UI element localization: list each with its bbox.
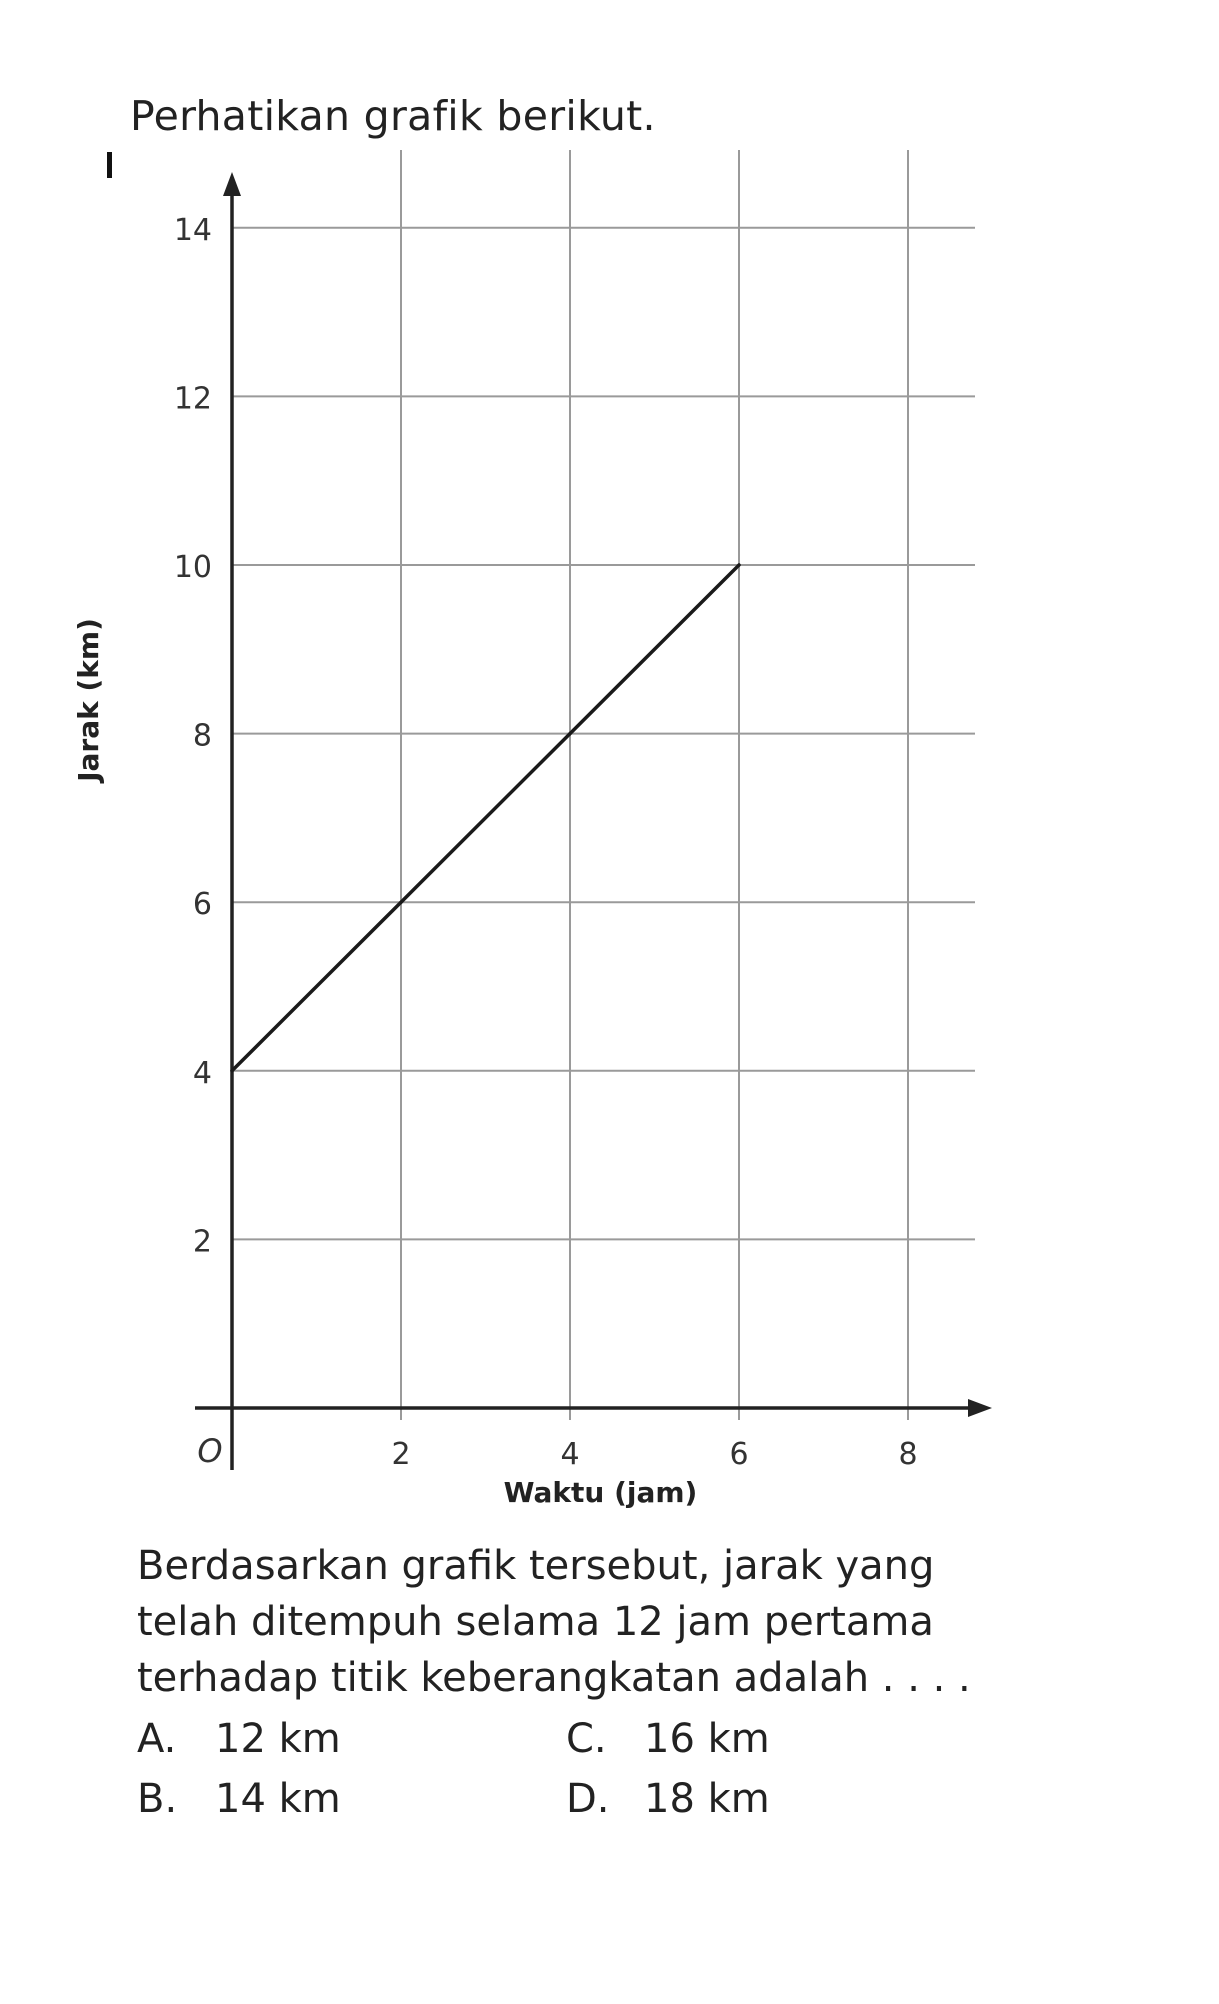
x-tick-label: 4 [560,1437,579,1472]
option-c[interactable]: C. 16 km [566,1716,770,1762]
x-tick-label: 8 [898,1437,917,1472]
option-d[interactable]: D. 18 km [566,1776,770,1822]
y-tick-label: 6 [193,887,212,922]
y-axis-label-wrap: Jarak (km) [72,610,112,790]
option-letter: A. [137,1716,177,1762]
option-letter: B. [137,1776,178,1822]
option-a[interactable]: A. 12 km [137,1716,341,1762]
x-axis-label: Waktu (jam) [503,1476,698,1509]
option-b[interactable]: B. 14 km [137,1776,341,1822]
y-tick-label: 4 [193,1056,212,1091]
y-tick-label: 2 [193,1224,212,1259]
x-axis-label-wrap: Waktu (jam) [0,1476,1219,1509]
y-tick-label: 10 [174,550,212,585]
option-text: 18 km [644,1776,770,1822]
question-line: terhadap titik keberangkatan adalah . . … [137,1655,971,1701]
x-tick-label: 6 [729,1437,748,1472]
data-line-segment [568,563,741,736]
y-axis-arrowhead [223,172,241,196]
option-letter: D. [566,1776,610,1822]
question-line: telah ditempuh selama 12 jam pertama [137,1599,934,1645]
x-axis-arrowhead [968,1399,992,1417]
question-text: Berdasarkan grafik tersebut, jarak yang … [137,1538,1097,1706]
y-tick-label: 14 [174,213,212,248]
option-text: 16 km [644,1716,770,1762]
intro-text: Perhatikan grafik berikut. [130,92,656,140]
margin-mark [107,152,112,178]
option-letter: C. [566,1716,607,1762]
line-chart: 2 4 6 8 10 12 14 2 4 6 8 O [174,150,992,1472]
origin-label: O [197,1432,222,1470]
x-tick-label: 2 [391,1437,410,1472]
question-line: Berdasarkan grafik tersebut, jarak yang [137,1543,935,1589]
data-line-segment [399,731,572,904]
y-tick-label: 12 [174,381,212,416]
y-tick-label: 8 [193,719,212,754]
option-text: 14 km [215,1776,341,1822]
y-axis-label: Jarak (km) [72,618,105,782]
option-text: 12 km [215,1716,341,1762]
data-line-segment [230,900,403,1073]
